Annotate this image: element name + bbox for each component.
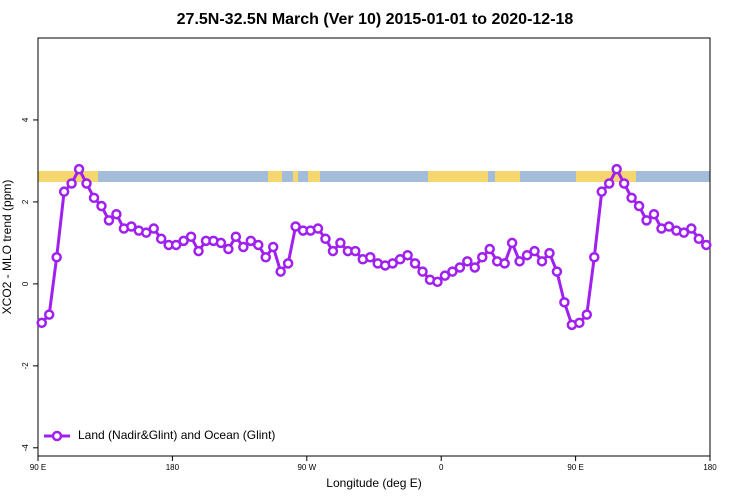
data-point	[73, 163, 85, 175]
data-point	[693, 233, 705, 245]
land-ocean-strip	[38, 171, 710, 182]
data-point	[282, 258, 294, 269]
data-point	[238, 241, 249, 253]
data-point	[596, 186, 607, 197]
x-tick-label: 0	[439, 463, 444, 472]
data-point	[312, 223, 324, 234]
data-point	[155, 233, 167, 245]
data-point	[663, 221, 675, 232]
y-tick-label: 2	[21, 199, 30, 204]
data-point	[387, 258, 398, 269]
y-tick-label: -4	[21, 444, 30, 452]
data-point	[43, 309, 55, 320]
data-point	[477, 251, 488, 263]
data-point	[36, 317, 47, 329]
data-point	[88, 192, 100, 204]
data-point	[417, 266, 428, 277]
data-point	[81, 178, 92, 189]
x-tick-label: 90 E	[567, 463, 583, 472]
y-tick-label: 0	[21, 281, 30, 286]
data-point	[327, 245, 339, 257]
data-point	[260, 251, 271, 263]
data-point	[126, 221, 137, 232]
data-point	[611, 163, 622, 175]
data-point	[469, 262, 481, 273]
data-point	[141, 227, 152, 238]
data-point	[178, 235, 189, 247]
data-point	[559, 297, 570, 308]
data-point	[678, 227, 690, 238]
data-point	[648, 208, 660, 220]
chart-title: 27.5N-32.5N March (Ver 10) 2015-01-01 to…	[177, 11, 574, 28]
x-tick-label: 180	[166, 463, 180, 472]
data-point	[686, 223, 697, 234]
plot-frame	[37, 37, 711, 457]
data-point	[529, 245, 540, 257]
data-point	[574, 317, 585, 329]
data-point	[618, 178, 630, 189]
data-point	[506, 237, 518, 249]
data-point	[484, 243, 495, 255]
data-point	[103, 215, 115, 226]
data-point	[589, 251, 600, 263]
data-point	[365, 251, 376, 263]
y-tick-label: -2	[21, 362, 30, 370]
legend-marker	[51, 430, 63, 442]
data-point	[447, 266, 458, 277]
x-axis-label: Longitude (deg E)	[326, 476, 421, 490]
data-point	[402, 249, 413, 261]
data-point	[51, 251, 62, 263]
data-point	[111, 208, 122, 220]
data-point	[544, 247, 555, 259]
data-point	[148, 223, 159, 234]
data-point	[409, 258, 421, 269]
data-point	[223, 243, 234, 255]
data-point	[394, 254, 406, 265]
data-point	[215, 237, 227, 249]
data-point	[432, 276, 443, 288]
data-point	[290, 221, 301, 232]
data-point	[350, 245, 361, 257]
data-point	[626, 192, 637, 204]
data-point	[499, 258, 510, 269]
data-point	[551, 266, 563, 277]
data-point	[462, 256, 473, 267]
data-point	[633, 200, 645, 212]
data-point	[514, 256, 525, 267]
data-point	[96, 200, 107, 212]
x-tick-label: 180	[703, 463, 717, 472]
legend-label: Land (Nadir&Glint) and Ocean (Glint)	[78, 428, 275, 442]
data-point	[170, 239, 182, 251]
data-point	[245, 235, 257, 247]
data-point	[193, 245, 204, 257]
data-point	[581, 309, 593, 320]
data-point	[275, 266, 286, 277]
data-point	[603, 178, 615, 189]
data-point	[701, 239, 712, 251]
data-point	[439, 270, 451, 281]
data-point	[58, 186, 70, 197]
data-point	[536, 256, 548, 267]
data-point	[320, 233, 331, 245]
data-point	[641, 215, 652, 226]
data-point	[185, 231, 197, 243]
x-tick-label: 90 W	[297, 463, 316, 472]
data-point	[253, 239, 264, 251]
data-point	[335, 237, 346, 249]
data-point	[230, 231, 242, 243]
y-axis-label: XCO2 - MLO trend (ppm)	[0, 180, 14, 315]
x-tick-label: 90 E	[30, 463, 46, 472]
data-point	[267, 241, 279, 253]
data-point	[66, 178, 77, 189]
data-point	[521, 249, 533, 261]
data-point	[454, 262, 466, 273]
y-tick-label: 4	[21, 117, 30, 122]
